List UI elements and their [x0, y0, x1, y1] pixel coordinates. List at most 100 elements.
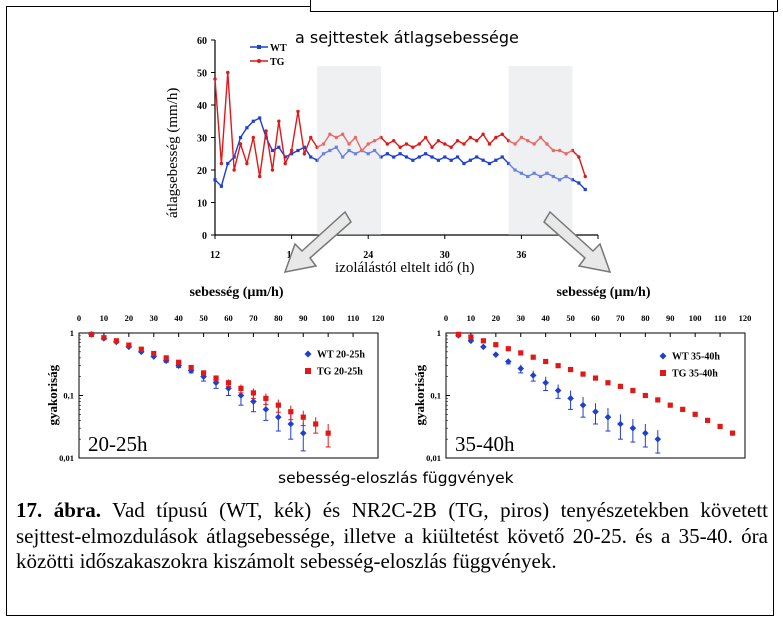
- data-point-wt: [554, 387, 562, 394]
- x-tick-label: 50: [199, 313, 208, 323]
- data-point: [468, 158, 472, 162]
- data-point: [564, 152, 568, 156]
- data-point-tg: [213, 375, 219, 381]
- data-point: [315, 145, 319, 149]
- data-point: [283, 155, 287, 159]
- data-point: [251, 135, 255, 140]
- data-point-tg: [200, 370, 207, 376]
- data-point: [577, 155, 581, 159]
- data-point: [436, 139, 441, 143]
- legend-marker: [659, 352, 667, 360]
- panel-label: 35-40h: [455, 432, 515, 456]
- data-point: [481, 158, 485, 162]
- y-tick-label: 30: [197, 134, 207, 145]
- data-point-tg: [642, 392, 648, 399]
- data-point: [257, 174, 262, 179]
- data-point: [245, 161, 249, 166]
- x-tick-label: 10: [467, 313, 476, 323]
- data-point-wt: [200, 373, 207, 380]
- legend-label: WT: [270, 43, 287, 54]
- data-point: [430, 145, 434, 149]
- data-point: [296, 148, 300, 153]
- data-point-wt: [237, 392, 245, 399]
- figure-caption: 17. ábra. Vad típusú (WT, kék) és NR2C-2…: [16, 498, 768, 575]
- data-point-wt: [567, 395, 574, 402]
- legend-marker: [305, 368, 311, 374]
- y-tick-label: 1: [437, 328, 441, 338]
- data-point-tg: [188, 364, 194, 371]
- legend-label: TG 35-40h: [672, 369, 718, 380]
- data-point: [264, 135, 268, 140]
- data-point-tg: [480, 338, 486, 344]
- data-point-tg: [325, 430, 331, 436]
- data-point: [398, 145, 402, 149]
- data-point: [321, 152, 326, 156]
- panel-label: 20-25h: [88, 432, 148, 456]
- y-tick-label: 60: [197, 36, 207, 47]
- y-tick-label: 40: [197, 101, 207, 112]
- data-point-wt: [642, 429, 649, 437]
- data-point: [417, 155, 421, 159]
- data-point: [545, 142, 549, 146]
- distribution-subtitle: sebesség-eloszlás függvények: [278, 469, 514, 487]
- data-point-tg: [567, 366, 574, 373]
- data-point-tg: [238, 385, 244, 391]
- data-point: [558, 178, 562, 182]
- data-point: [526, 139, 530, 143]
- data-point: [436, 158, 441, 162]
- x-tick-label: 40: [174, 313, 183, 323]
- data-point-tg: [151, 350, 157, 357]
- data-point-tg: [580, 371, 586, 377]
- x-tick-label: 60: [591, 313, 600, 323]
- data-point: [328, 132, 332, 136]
- data-point-tg: [543, 358, 549, 365]
- data-point-tg: [263, 395, 269, 401]
- data-point: [507, 161, 511, 166]
- data-point: [398, 152, 402, 156]
- data-point-wt: [250, 398, 257, 405]
- data-point: [290, 152, 294, 156]
- data-point-tg: [605, 380, 611, 386]
- x-tick-label: 80: [641, 313, 650, 323]
- data-point: [500, 132, 504, 136]
- x-tick-label: 30: [150, 313, 159, 323]
- data-point-wt: [592, 408, 599, 416]
- data-point: [232, 155, 236, 159]
- data-point-tg: [163, 355, 169, 361]
- data-point-tg: [630, 387, 636, 394]
- data-point: [277, 119, 281, 123]
- data-point: [353, 135, 358, 140]
- data-point: [404, 155, 409, 159]
- data-point: [340, 132, 345, 136]
- y-tick-label: 0,1: [63, 391, 74, 401]
- data-point: [353, 152, 358, 156]
- x-tick-label: 10: [100, 313, 109, 323]
- data-point-wt: [542, 379, 549, 387]
- legend-marker: [304, 350, 312, 358]
- data-point-tg: [493, 342, 499, 348]
- data-point-tg: [655, 397, 661, 403]
- y-tick-label: 0: [202, 231, 207, 242]
- data-point: [302, 152, 307, 156]
- x-tick-label: 60: [224, 313, 233, 323]
- data-point: [481, 132, 485, 136]
- data-point-tg: [729, 430, 736, 436]
- data-point: [258, 116, 262, 120]
- data-point: [245, 126, 249, 130]
- data-point: [366, 152, 370, 156]
- data-point: [551, 148, 556, 153]
- shaded-region-overlay: [508, 66, 573, 235]
- data-point-wt: [492, 351, 500, 358]
- data-point: [487, 161, 492, 166]
- y-tick-label: 50: [197, 69, 207, 80]
- top-chart-series: [213, 66, 587, 235]
- x-tick-label: 30: [440, 250, 450, 261]
- caption-text: Vad típusú (WT, kék) és NR2C-2B (TG, pir…: [16, 498, 768, 573]
- data-point: [538, 135, 543, 140]
- x-tick-label: 120: [372, 313, 385, 323]
- data-point: [289, 148, 294, 153]
- data-point: [347, 148, 351, 153]
- data-point: [500, 155, 504, 159]
- data-point-wt: [629, 424, 637, 432]
- data-point-tg: [717, 423, 723, 430]
